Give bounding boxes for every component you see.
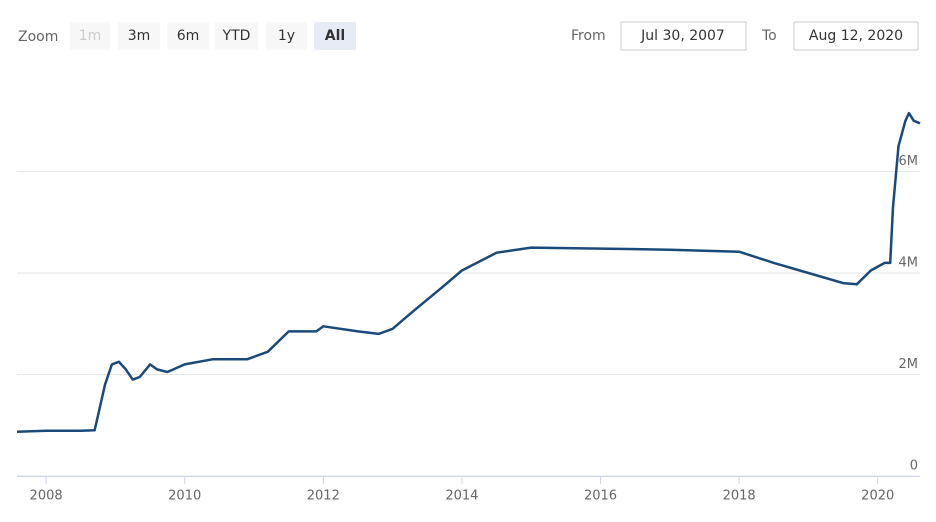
zoom-button-label[interactable]: 6m — [177, 28, 200, 44]
zoom-button[interactable] — [266, 22, 307, 50]
zoom-button-label: 1m — [79, 28, 102, 44]
zoom-button — [70, 22, 110, 50]
series-line — [16, 111, 921, 434]
from-label: From — [571, 28, 606, 44]
x-tick-label: 2016 — [584, 489, 617, 504]
from-date[interactable]: Jul 30, 2007 — [640, 28, 725, 44]
x-tick-label: 2010 — [168, 489, 201, 504]
x-tick-label: 2014 — [445, 489, 478, 504]
zoom-button-label[interactable]: YTD — [222, 28, 251, 44]
x-tick-label: 2008 — [30, 489, 63, 504]
zoom-button[interactable] — [118, 22, 160, 50]
zoom-button-label[interactable]: 3m — [128, 28, 151, 44]
zoom-button[interactable] — [167, 22, 209, 50]
zoom-button[interactable] — [215, 22, 258, 50]
x-tick-label: 2012 — [307, 489, 340, 504]
to-label: To — [761, 28, 777, 44]
y-tick-label: 0 — [910, 459, 918, 474]
y-tick-label: 4M — [899, 256, 919, 271]
y-tick-label: 2M — [899, 357, 919, 372]
zoom-button-label[interactable]: 1y — [278, 28, 295, 44]
to-date[interactable]: Aug 12, 2020 — [809, 28, 903, 44]
zoom-label: Zoom — [18, 29, 58, 45]
zoom-button[interactable] — [314, 22, 356, 50]
x-tick-label: 2018 — [723, 489, 756, 504]
x-tick-label: 2020 — [861, 489, 894, 504]
y-tick-label: 6M — [899, 154, 919, 169]
from-input[interactable] — [620, 21, 747, 51]
zoom-button-label[interactable]: All — [325, 28, 345, 44]
to-input[interactable] — [793, 21, 919, 51]
